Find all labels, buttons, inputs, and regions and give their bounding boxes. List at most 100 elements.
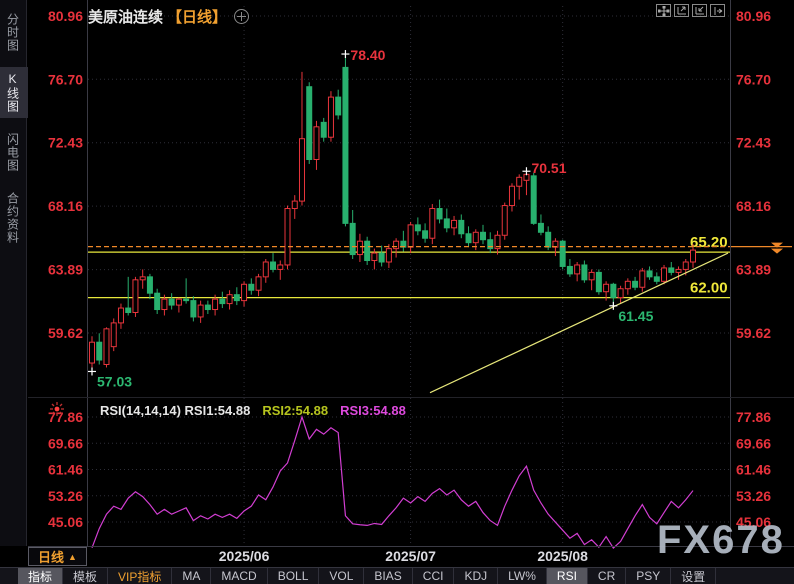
price-annotation: 61.45 — [609, 301, 654, 324]
rsi-indicator-header: RSI(14,14,14) RSI1:54.88 RSI2:54.88 RSI3… — [50, 402, 406, 419]
candle — [451, 215, 458, 236]
candle — [443, 208, 450, 233]
toolbar-item-KDJ[interactable]: KDJ — [454, 568, 499, 584]
candle — [675, 266, 682, 280]
candle — [690, 244, 696, 268]
candle — [161, 294, 168, 316]
candle — [566, 259, 573, 277]
candle — [559, 239, 566, 270]
toolbar-item-设置[interactable]: 设置 — [671, 568, 717, 584]
period-label: 日线 — [38, 550, 65, 565]
toolbar-item-VOL[interactable]: VOL — [319, 568, 365, 584]
candle — [617, 285, 624, 304]
candle — [349, 210, 356, 260]
zoom-in-axis-icon[interactable] — [674, 4, 689, 17]
sidebar-item-0[interactable]: 分时图 — [5, 13, 20, 52]
candle — [458, 214, 465, 239]
toolbar-item-LW%[interactable]: LW% — [498, 568, 547, 584]
candle — [356, 233, 363, 262]
candle — [414, 217, 421, 236]
candle — [465, 226, 472, 248]
candle — [241, 281, 248, 307]
candle — [429, 204, 436, 245]
candle — [270, 253, 277, 273]
candle — [154, 288, 161, 314]
candle — [371, 248, 378, 270]
candle — [146, 273, 153, 300]
chart-tool-buttons — [656, 4, 725, 17]
candle — [168, 293, 175, 310]
candle — [516, 174, 523, 200]
candle — [646, 266, 653, 280]
chart-header: 美原油连续 【日线】 — [88, 6, 250, 27]
y-axis-label-left: 59.62 — [48, 325, 83, 341]
candle — [400, 230, 407, 252]
candle — [204, 300, 211, 314]
candle — [117, 303, 124, 329]
y-axis-label-right: 76.70 — [736, 71, 771, 87]
candle — [422, 223, 429, 243]
toolbar-item-CR[interactable]: CR — [588, 568, 627, 584]
x-axis-label: 2025/07 — [385, 548, 436, 564]
y-axis-label-right: 80.96 — [736, 8, 771, 24]
candle — [335, 89, 342, 120]
candle — [284, 205, 291, 270]
toolbar-item-CCI[interactable]: CCI — [413, 568, 455, 584]
svg-text:78.40: 78.40 — [350, 47, 385, 63]
y-axis-label-left: 72.43 — [48, 135, 83, 151]
candle — [139, 269, 146, 289]
rsi3-value: RSI3:54.88 — [340, 403, 406, 418]
toolbar-item-RSI[interactable]: RSI — [546, 568, 588, 584]
sidebar-item-1[interactable]: K线图 — [0, 67, 28, 118]
rsi-axis-label-left: 53.26 — [48, 488, 83, 504]
rsi-axis-label-right: 61.46 — [736, 462, 771, 478]
rsi-axis-label-left: 45.06 — [48, 514, 83, 530]
rsi-axis-label-left: 61.46 — [48, 462, 83, 478]
y-axis-label-right: 63.89 — [736, 262, 771, 278]
toolbar-item-BIAS[interactable]: BIAS — [364, 568, 413, 584]
pan-right-axis-icon[interactable] — [710, 4, 725, 17]
candle — [668, 261, 675, 276]
candle — [226, 290, 233, 310]
candle — [393, 238, 400, 258]
indicator-settings-icon[interactable] — [50, 402, 64, 419]
x-axis-label: 2025/06 — [219, 548, 270, 564]
toolbar-item-PSY[interactable]: PSY — [626, 568, 672, 584]
candle — [262, 259, 269, 283]
sidebar-item-2[interactable]: 闪电图 — [5, 133, 20, 172]
candle — [212, 294, 219, 316]
toolbar-item-MA[interactable]: MA — [172, 568, 212, 584]
add-overlay-icon[interactable] — [234, 9, 250, 24]
toolbar-item-模板[interactable]: 模板 — [63, 568, 109, 584]
line-price-label: 62.00 — [690, 280, 728, 297]
toolbar-item-VIP指标[interactable]: VIP指标 — [108, 568, 173, 584]
svg-text:61.45: 61.45 — [618, 308, 653, 324]
candle — [313, 120, 320, 170]
trendline[interactable] — [429, 252, 729, 394]
candle — [233, 287, 240, 306]
candle — [197, 300, 204, 323]
rsi-axis-label-right: 77.86 — [736, 409, 771, 425]
candle — [603, 281, 610, 301]
candle — [537, 214, 544, 236]
toolbar-item-BOLL[interactable]: BOLL — [268, 568, 320, 584]
candle — [624, 278, 631, 295]
rsi-axis-label-right: 69.66 — [736, 435, 771, 451]
candle — [378, 245, 385, 267]
sidebar-item-3[interactable]: 合约资料 — [5, 192, 20, 244]
crosshair-cursor-icon[interactable] — [656, 4, 671, 17]
toolbar-item-指标[interactable]: 指标 — [18, 568, 64, 584]
candle — [219, 291, 226, 309]
candle — [255, 273, 262, 297]
candle — [89, 336, 95, 372]
candle — [487, 232, 494, 254]
zoom-out-axis-icon[interactable] — [692, 4, 707, 17]
period-up-arrow-icon: ▲ — [68, 551, 77, 562]
toolbar-item-MACD[interactable]: MACD — [211, 568, 268, 584]
candle — [639, 267, 646, 292]
period-selector[interactable]: 日线 ▲ — [28, 547, 87, 566]
candle — [96, 333, 103, 365]
candle — [661, 264, 668, 285]
candle — [277, 260, 284, 280]
x-axis-label: 2025/08 — [537, 548, 588, 564]
